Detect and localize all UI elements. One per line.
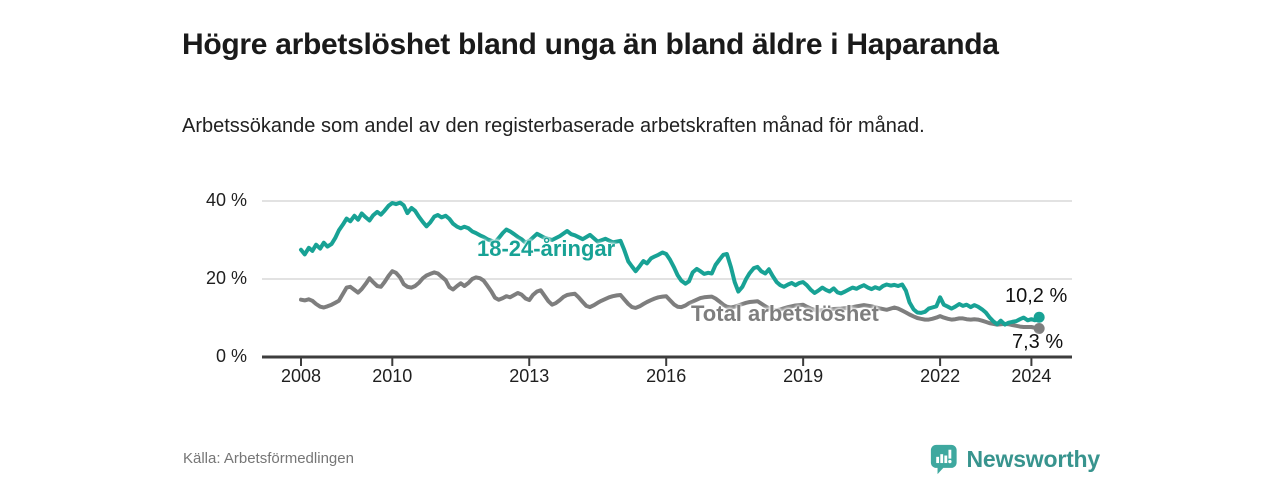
x-tick-label: 2022 <box>920 366 961 386</box>
end-value-label-total: 7,3 % <box>1012 331 1064 353</box>
y-tick-label: 0 % <box>215 346 247 366</box>
x-tick-label: 2013 <box>509 366 550 386</box>
newsworthy-logo-text: Newsworthy <box>966 445 1101 472</box>
newsworthy-logo[interactable]: Newsworthy <box>930 442 1100 476</box>
series-label-total: Total arbetslöshet <box>691 301 879 326</box>
chart-subtitle: Arbetssökande som andel av den registerb… <box>182 115 925 137</box>
chart-title: Högre arbetslöshet bland unga än bland ä… <box>182 28 999 62</box>
end-value-label-young: 10,2 % <box>1005 285 1068 307</box>
x-tick-label: 2016 <box>646 366 687 386</box>
series-label-young: 18-24-åringar <box>477 236 616 261</box>
series-end-dot-Total arbetslöshet <box>1033 323 1045 335</box>
x-tick-label: 2024 <box>1011 366 1052 386</box>
x-tick-label: 2010 <box>372 366 413 386</box>
series-line-Total arbetslöshet <box>299 269 1042 331</box>
source-note: Källa: Arbetsförmedlingen <box>183 450 354 467</box>
series-line-18-24-åringar <box>299 200 1042 327</box>
y-tick-label: 20 % <box>205 268 247 288</box>
x-tick-label: 2019 <box>783 366 824 386</box>
y-tick-label: 40 % <box>205 190 247 210</box>
x-tick-label: 2008 <box>280 366 322 386</box>
newsworthy-logo-icon <box>930 444 957 474</box>
series-end-dot-18-24-åringar <box>1033 311 1045 323</box>
